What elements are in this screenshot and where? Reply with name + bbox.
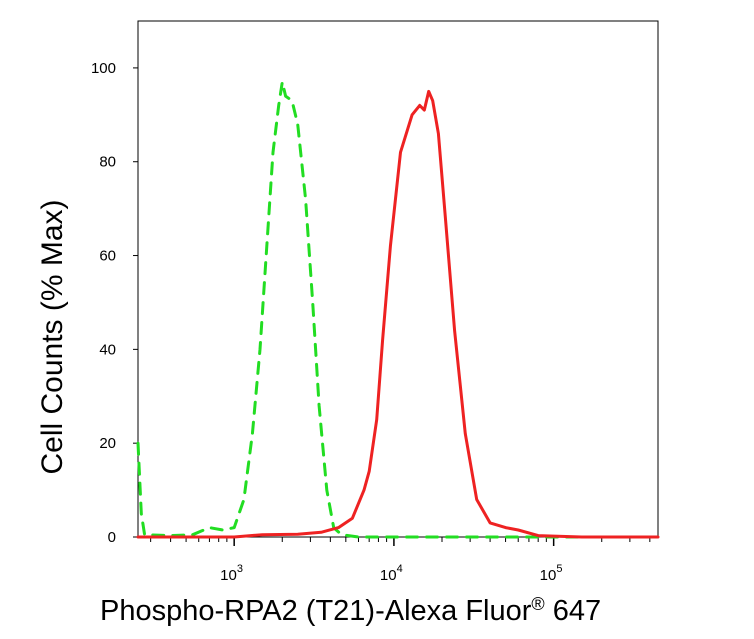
series-line-2 — [136, 89, 660, 539]
x-axis-label-main: Phospho-RPA2 (T21)-Alexa Fluor — [100, 595, 532, 627]
y-tick-label: 100 — [91, 60, 116, 77]
y-axis-label: Cell Counts (% Max) — [36, 199, 69, 474]
x-tick-exponent: 3 — [237, 563, 243, 575]
x-axis-label-suffix: 647 — [545, 595, 601, 627]
x-tick-label: 103 — [220, 563, 243, 584]
y-tick-label: 60 — [99, 248, 116, 265]
y-tick-label: 20 — [99, 435, 116, 452]
x-tick-label: 105 — [540, 563, 563, 584]
plot-frame — [137, 20, 659, 538]
x-tick-exponent: 5 — [556, 563, 562, 575]
x-tick-base: 10 — [380, 567, 397, 584]
x-axis-label-superscript: ® — [531, 594, 544, 614]
x-tick-exponent: 4 — [397, 563, 403, 575]
x-tick-label: 104 — [380, 563, 403, 584]
y-axis-ticks: 0 20 40 60 80 100 — [91, 60, 138, 546]
x-axis-label: Phospho-RPA2 (T21)-Alexa Fluor® 647 — [100, 594, 601, 627]
y-tick-label: 0 — [108, 529, 116, 546]
series-layer — [136, 80, 660, 539]
x-tick-base: 10 — [220, 567, 237, 584]
y-tick-label: 40 — [99, 341, 116, 358]
series-line-1 — [136, 80, 660, 539]
y-tick-label: 80 — [99, 154, 116, 171]
x-axis-ticks: 103 104 105 — [150, 537, 651, 584]
x-tick-base: 10 — [540, 567, 557, 584]
